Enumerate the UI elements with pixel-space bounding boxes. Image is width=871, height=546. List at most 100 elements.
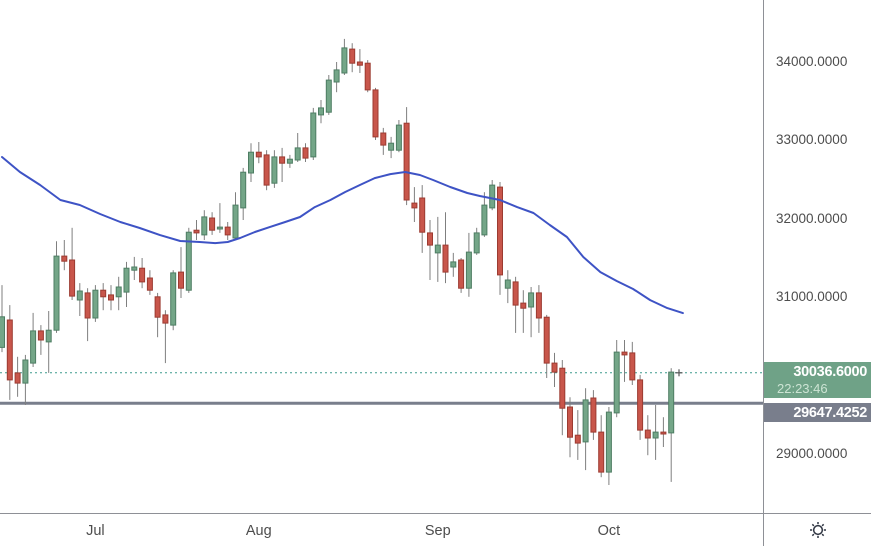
candle — [37, 330, 44, 341]
candle — [535, 292, 542, 319]
candle — [551, 362, 558, 373]
current-price-marker — [675, 369, 683, 377]
candle — [652, 431, 659, 439]
candle — [458, 259, 465, 289]
time-axis-label-oct: Oct — [597, 523, 621, 539]
candle — [497, 186, 503, 276]
candle — [442, 244, 449, 273]
candle — [61, 255, 68, 262]
candle — [310, 112, 317, 158]
candle — [419, 197, 426, 233]
candle — [30, 330, 37, 364]
candle — [45, 329, 52, 343]
candle — [248, 151, 254, 174]
candle — [364, 62, 371, 91]
candle — [411, 202, 418, 209]
candle — [69, 259, 76, 297]
price-axis-label: 34000.0000 — [776, 54, 848, 70]
candle — [504, 279, 511, 289]
price-axis-label: 33000.0000 — [776, 132, 848, 148]
price-axis-label: 31000.0000 — [776, 289, 848, 305]
candle — [302, 147, 309, 159]
candle — [115, 286, 122, 298]
candle — [489, 184, 496, 209]
candle — [123, 267, 130, 293]
candle — [131, 266, 138, 271]
candles — [0, 38, 675, 485]
candle — [372, 89, 379, 138]
candle — [465, 251, 472, 289]
candle — [574, 434, 581, 444]
candle — [170, 272, 177, 326]
price-axis-label: 29000.0000 — [776, 446, 848, 462]
candle — [434, 244, 441, 254]
candle — [629, 352, 636, 381]
candle — [644, 429, 651, 439]
countdown-timer: 22:23:46 — [777, 380, 828, 396]
candle — [100, 289, 107, 298]
candle — [637, 379, 644, 431]
current-price-badge: 30036.6000 22:23:46 — [764, 361, 871, 398]
candle — [139, 267, 146, 283]
level-price-value: 29647.4252 — [793, 405, 867, 422]
candle — [403, 122, 410, 201]
settings-gear-icon[interactable] — [808, 520, 828, 540]
candle — [162, 314, 169, 324]
candle — [473, 232, 480, 254]
candle — [271, 156, 278, 184]
candle — [356, 61, 363, 66]
time-axis-label-sep: Sep — [424, 523, 451, 539]
candle — [84, 292, 91, 319]
candle — [567, 406, 573, 438]
candle — [232, 204, 239, 239]
candle — [520, 302, 527, 309]
price-chart[interactable] — [0, 0, 763, 513]
candle — [668, 371, 675, 434]
candle — [598, 431, 605, 473]
time-axis-border — [0, 513, 871, 514]
time-axis-label-aug: Aug — [245, 523, 272, 539]
candle — [318, 107, 324, 116]
price-axis-label: 32000.0000 — [776, 210, 848, 226]
candle — [621, 351, 628, 356]
candle — [512, 281, 519, 306]
candle — [185, 231, 192, 291]
candle — [395, 124, 402, 151]
candle — [388, 142, 395, 151]
candle — [154, 296, 161, 318]
candle — [325, 79, 332, 113]
candle — [146, 277, 153, 291]
candle — [660, 431, 667, 435]
candle — [294, 147, 301, 161]
candle — [6, 319, 13, 381]
level-price-badge: 29647.4252 — [764, 403, 871, 423]
candle — [605, 411, 612, 473]
candle — [108, 294, 114, 301]
candle — [14, 372, 21, 384]
candle — [0, 316, 5, 348]
candle — [450, 261, 457, 268]
chart-canvas[interactable] — [0, 0, 763, 513]
candle — [543, 316, 550, 364]
candle — [53, 255, 60, 331]
candle — [613, 351, 620, 414]
candle — [193, 229, 200, 234]
candle — [481, 204, 488, 236]
price-axis[interactable]: 30036.6000 22:23:46 29647.4252 34000.000… — [764, 0, 871, 513]
candle — [92, 289, 99, 319]
candle — [178, 271, 184, 289]
candle — [286, 158, 293, 164]
time-axis-label-jul: Jul — [86, 523, 105, 539]
candle — [22, 359, 29, 384]
candle — [380, 132, 387, 146]
moving-average-line — [1, 156, 684, 315]
candle — [590, 397, 597, 433]
candle — [76, 290, 83, 301]
candle — [528, 292, 535, 308]
candle — [209, 217, 216, 231]
time-axis[interactable]: Jul Aug Sep Oct — [0, 514, 763, 546]
candle — [255, 151, 262, 158]
candle — [216, 226, 223, 230]
axis-corner — [764, 514, 871, 546]
